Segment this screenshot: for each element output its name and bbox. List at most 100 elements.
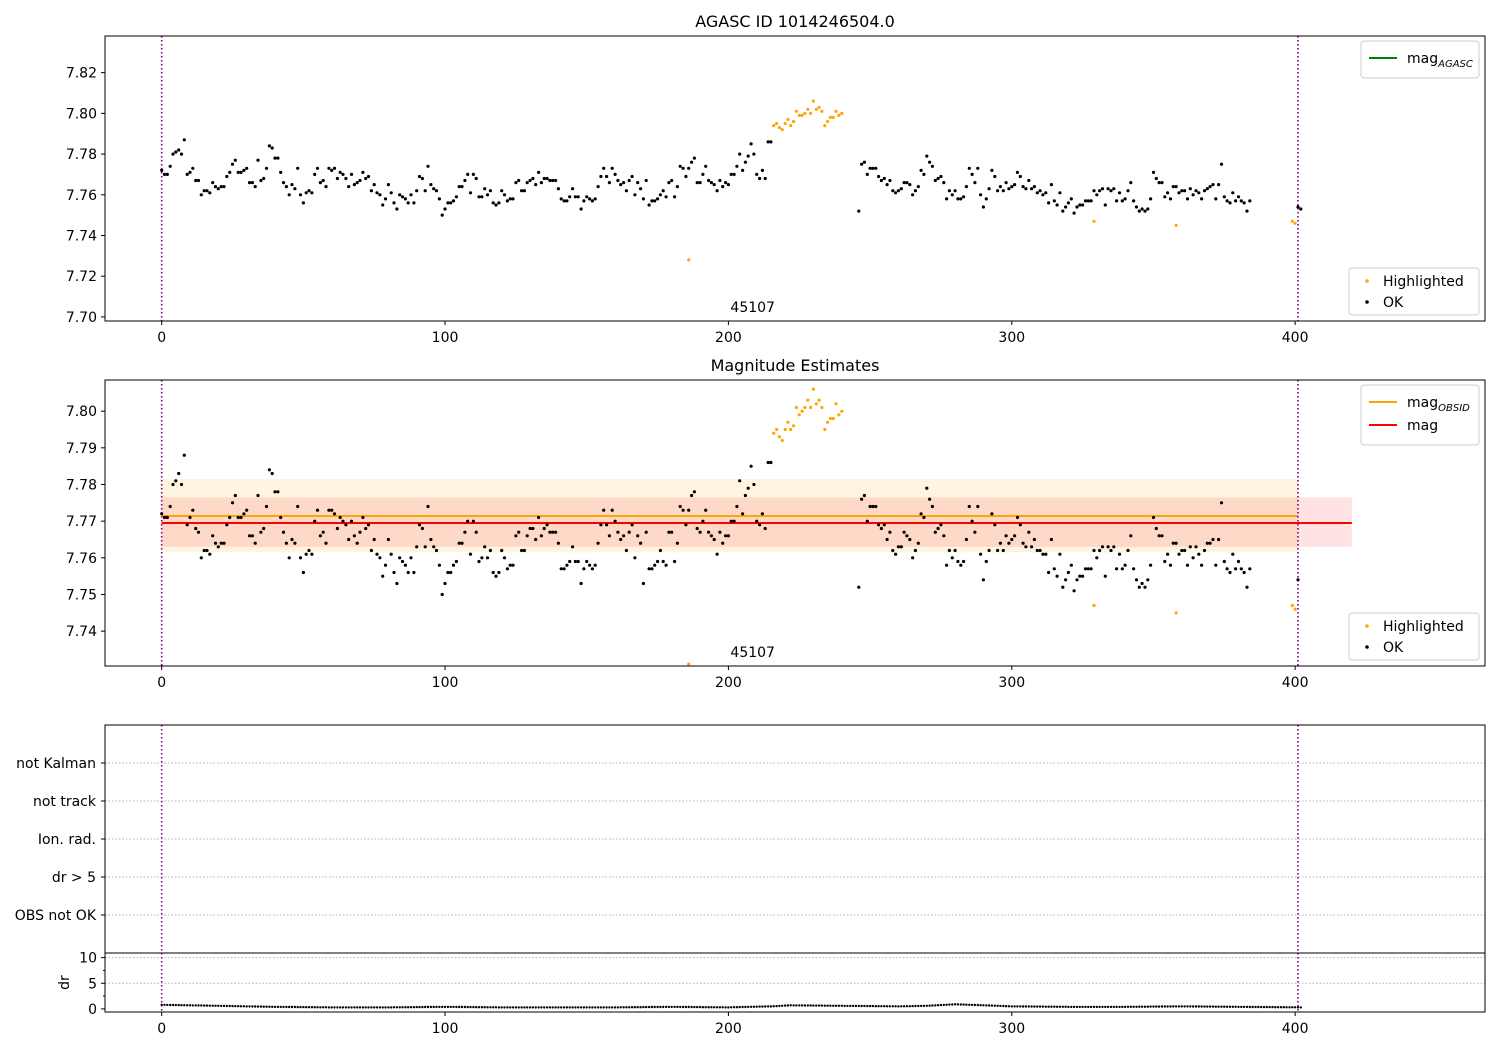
- ok-point: [942, 534, 946, 538]
- ok-point: [1214, 563, 1218, 567]
- ok-point: [466, 172, 470, 176]
- ok-point: [256, 158, 260, 162]
- ok-point: [1075, 578, 1079, 582]
- dr-point: [880, 1005, 883, 1008]
- dr-point: [1293, 1006, 1297, 1009]
- ok-point: [571, 187, 575, 191]
- ok-point: [1225, 567, 1229, 571]
- ok-point: [551, 178, 555, 183]
- highlighted-point: [772, 124, 776, 128]
- ok-point: [341, 519, 345, 523]
- ok-point: [262, 526, 266, 531]
- dr-point: [622, 1006, 625, 1009]
- ok-point: [352, 534, 356, 538]
- ok-point: [902, 181, 906, 185]
- ok-point: [1134, 205, 1139, 209]
- ok-point: [658, 193, 663, 197]
- ok-point: [1126, 189, 1130, 193]
- ok-point: [423, 545, 427, 549]
- ok-point: [1171, 541, 1175, 545]
- ok-point: [1004, 181, 1008, 185]
- ok-point: [338, 170, 342, 174]
- ok-point: [171, 482, 175, 487]
- ok-point: [947, 189, 952, 193]
- dr-point: [1055, 1005, 1059, 1008]
- dr-point: [412, 1006, 416, 1009]
- dr-point: [449, 1005, 452, 1009]
- ok-point: [1157, 181, 1161, 185]
- ok-point: [704, 508, 708, 512]
- ok-point: [434, 548, 439, 553]
- dr-point: [676, 1005, 679, 1009]
- ok-point: [247, 534, 252, 538]
- dr-point: [851, 1004, 855, 1008]
- y-tick-label: 7.80: [66, 404, 97, 420]
- ok-point: [763, 176, 767, 181]
- ok-point: [919, 168, 923, 172]
- highlighted-point: [1174, 611, 1178, 615]
- ok-point: [1245, 585, 1249, 589]
- ok-point: [970, 172, 974, 176]
- ok-point: [256, 493, 260, 498]
- ok-point: [474, 530, 478, 534]
- ok-point: [650, 199, 654, 203]
- ok-point: [239, 170, 243, 174]
- ok-point: [202, 548, 206, 553]
- ok-point: [1092, 189, 1096, 193]
- ok-point: [1032, 185, 1036, 189]
- dr-point: [755, 1005, 758, 1008]
- ok-point: [661, 559, 665, 564]
- dr-point: [781, 1004, 784, 1007]
- ok-point: [874, 504, 878, 509]
- ok-point: [242, 512, 246, 516]
- ok-point: [979, 552, 983, 556]
- ok-point: [681, 166, 685, 170]
- dr-point: [480, 1006, 484, 1009]
- ok-point: [395, 581, 399, 586]
- x-tick-label: 0: [157, 330, 166, 346]
- dr-point: [662, 1005, 665, 1009]
- ok-point: [1100, 545, 1105, 549]
- ok-point: [446, 201, 450, 205]
- dr-point: [1047, 1005, 1050, 1008]
- ok-point: [1109, 548, 1113, 553]
- dr-point: [324, 1006, 328, 1009]
- ok-point: [230, 162, 235, 166]
- ok-point: [633, 556, 637, 560]
- ok-point: [905, 534, 909, 538]
- ok-point: [1117, 552, 1122, 556]
- ok-point: [990, 512, 994, 516]
- y-tick-label: 7.72: [66, 269, 97, 285]
- dr-point: [205, 1004, 209, 1007]
- dr-point: [418, 1005, 421, 1009]
- dr-point: [579, 1006, 583, 1009]
- ok-point: [1030, 545, 1034, 549]
- dr-point: [1265, 1005, 1269, 1009]
- ok-point: [588, 563, 592, 567]
- dr-point: [265, 1005, 268, 1008]
- dr-point: [486, 1006, 489, 1009]
- ok-point: [962, 195, 966, 199]
- ok-point: [505, 199, 509, 203]
- highlighted-point: [811, 99, 816, 103]
- ok-point: [497, 201, 501, 205]
- dr-point: [922, 1004, 926, 1008]
- ok-point: [641, 581, 646, 586]
- ok-point: [701, 519, 705, 523]
- ok-point: [865, 519, 869, 523]
- ok-point: [219, 541, 223, 545]
- dr-point: [1072, 1005, 1076, 1009]
- dr-point: [990, 1004, 994, 1007]
- ok-point: [735, 504, 739, 509]
- highlighted-point: [809, 111, 813, 115]
- ok-point: [222, 185, 226, 189]
- dr-point: [1061, 1005, 1065, 1008]
- ok-point: [304, 552, 308, 556]
- ok-point: [622, 534, 626, 538]
- dr-point: [965, 1003, 968, 1006]
- ok-point: [392, 201, 396, 205]
- legend-marker-swatch: [1365, 300, 1369, 304]
- dr-point: [344, 1006, 348, 1009]
- y-tick-label: 7.82: [66, 66, 97, 82]
- ok-point: [976, 504, 980, 509]
